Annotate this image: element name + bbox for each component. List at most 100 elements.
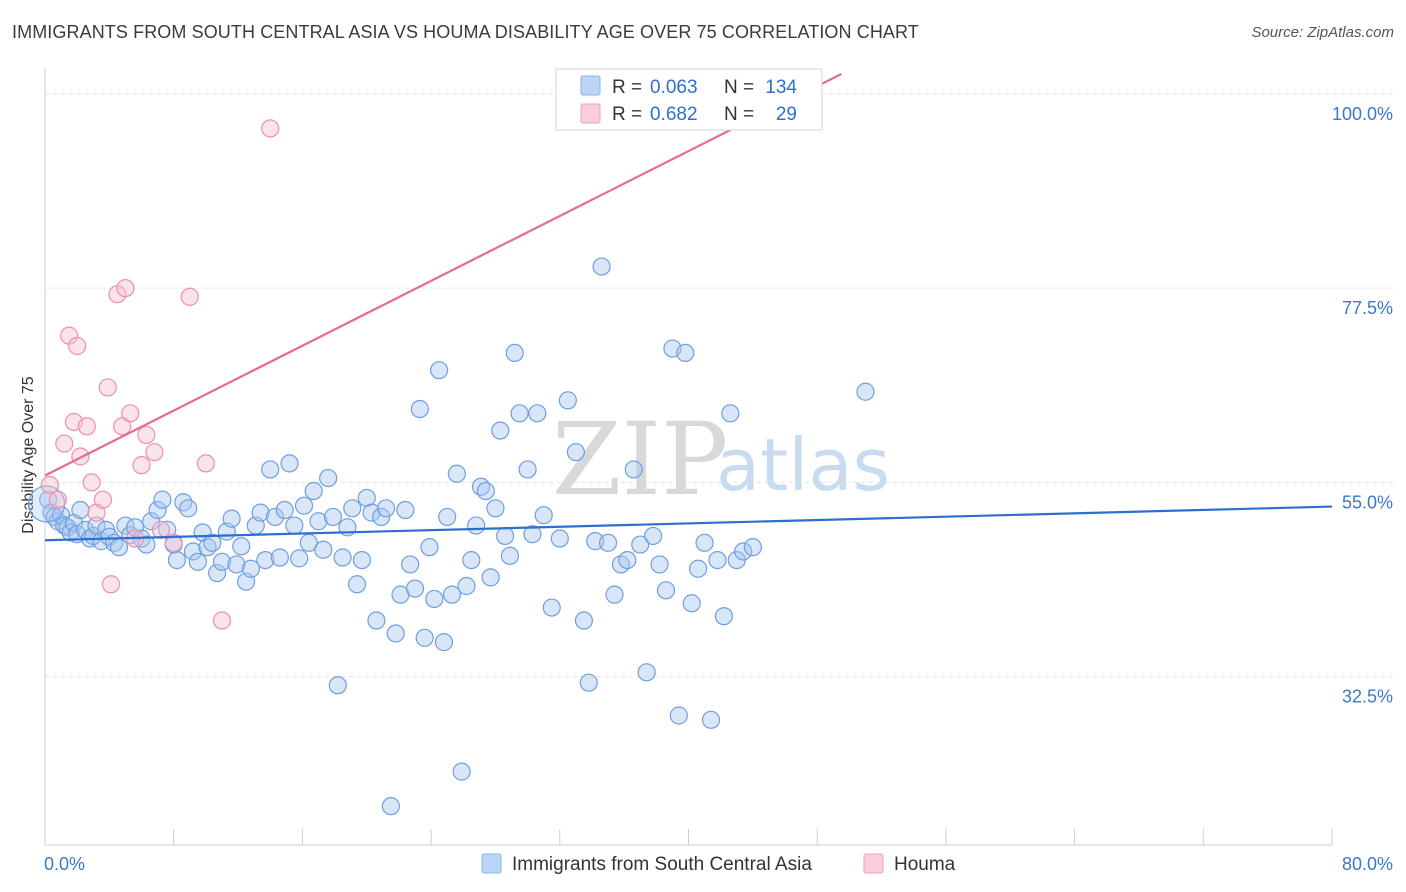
bottom-legend-swatch-blue bbox=[481, 853, 502, 874]
y-tick-labels: 32.5% 55.0% 77.5% 100.0% bbox=[1332, 104, 1393, 707]
data-point bbox=[396, 500, 415, 520]
data-point bbox=[93, 490, 113, 509]
data-point bbox=[48, 490, 67, 509]
watermark-atlas: atlas bbox=[716, 423, 890, 507]
data-point bbox=[467, 516, 486, 535]
data-point bbox=[410, 399, 429, 419]
data-point bbox=[280, 454, 299, 473]
data-point bbox=[743, 538, 762, 557]
data-point bbox=[137, 425, 156, 445]
source-credit: Source: ZipAtlas.com bbox=[1251, 24, 1394, 41]
data-point bbox=[328, 676, 347, 695]
legend-r-value-1: 0.063 bbox=[650, 77, 698, 98]
data-point bbox=[579, 673, 598, 692]
legend-r-label-1: R = bbox=[612, 77, 642, 98]
data-point bbox=[689, 559, 708, 578]
data-point bbox=[598, 533, 618, 552]
legend-n-value-2: 29 bbox=[776, 104, 797, 125]
data-point bbox=[566, 443, 585, 462]
data-point bbox=[323, 507, 343, 527]
y-tick-label: 55.0% bbox=[1342, 492, 1393, 512]
data-point bbox=[82, 473, 101, 492]
bottom-legend-label-blue: Immigrants from South Central Asia bbox=[512, 854, 812, 875]
data-point bbox=[294, 496, 314, 515]
data-point bbox=[381, 797, 400, 816]
data-point bbox=[55, 434, 74, 453]
y-tick-label: 100.0% bbox=[1332, 104, 1393, 124]
legend-n-value-1: 134 bbox=[765, 77, 797, 98]
data-point bbox=[137, 535, 156, 554]
data-point bbox=[523, 525, 542, 544]
data-point bbox=[618, 550, 637, 570]
data-point bbox=[309, 512, 328, 531]
data-point bbox=[148, 500, 167, 520]
y-axis-label: Disability Age Over 75 bbox=[20, 376, 37, 534]
data-point bbox=[481, 568, 500, 587]
data-point bbox=[415, 628, 434, 647]
data-point bbox=[708, 550, 727, 570]
y-tick-label: 32.5% bbox=[1342, 687, 1393, 707]
data-point bbox=[518, 460, 537, 479]
data-point bbox=[669, 706, 688, 725]
x-axis-ticks bbox=[44, 829, 1333, 845]
data-point bbox=[98, 378, 117, 397]
data-point bbox=[212, 611, 232, 630]
data-point bbox=[179, 499, 198, 518]
legend-n-label-2: N = bbox=[724, 104, 754, 125]
data-point bbox=[251, 503, 270, 522]
data-point bbox=[605, 585, 624, 604]
data-point bbox=[542, 598, 561, 617]
data-point bbox=[401, 555, 420, 574]
data-point bbox=[261, 460, 280, 479]
legend-swatch-pink bbox=[580, 103, 601, 124]
grid-lines bbox=[45, 93, 1393, 678]
data-point bbox=[68, 336, 87, 356]
data-point bbox=[656, 581, 676, 600]
data-point bbox=[319, 468, 338, 488]
data-point bbox=[682, 594, 701, 613]
data-point bbox=[558, 391, 577, 410]
data-point bbox=[714, 607, 733, 626]
data-point bbox=[290, 549, 309, 568]
data-point bbox=[352, 550, 372, 570]
data-point bbox=[304, 481, 323, 501]
data-point bbox=[650, 555, 669, 574]
data-point bbox=[496, 526, 515, 546]
data-point bbox=[574, 611, 594, 630]
data-point bbox=[343, 499, 362, 518]
bottom-legend-swatch-pink bbox=[863, 853, 884, 874]
data-point bbox=[167, 550, 187, 570]
data-point bbox=[462, 550, 481, 570]
data-point bbox=[701, 710, 721, 729]
data-point bbox=[183, 542, 203, 561]
data-point bbox=[367, 611, 386, 630]
data-point bbox=[347, 575, 367, 594]
data-point bbox=[372, 507, 391, 527]
data-point bbox=[40, 475, 59, 495]
data-point bbox=[153, 490, 172, 509]
data-point bbox=[261, 119, 280, 138]
trend-lines bbox=[44, 73, 1333, 542]
data-point bbox=[695, 533, 714, 552]
data-point bbox=[376, 499, 396, 518]
x-tick-max: 80.0% bbox=[1342, 854, 1393, 874]
y-tick-label: 77.5% bbox=[1342, 298, 1393, 318]
data-point bbox=[592, 257, 611, 276]
data-point bbox=[285, 516, 304, 535]
data-point bbox=[442, 585, 462, 604]
data-point bbox=[644, 526, 663, 546]
data-point bbox=[447, 464, 466, 483]
data-point bbox=[265, 507, 285, 527]
data-point bbox=[420, 538, 439, 557]
data-point bbox=[164, 533, 183, 552]
data-point bbox=[457, 576, 476, 596]
legend-n-label-1: N = bbox=[724, 77, 754, 98]
data-point bbox=[113, 417, 132, 436]
data-point bbox=[227, 555, 246, 574]
data-point bbox=[386, 624, 405, 643]
data-point bbox=[71, 500, 90, 520]
data-point bbox=[196, 454, 215, 473]
data-point bbox=[528, 404, 547, 423]
data-point bbox=[624, 460, 643, 479]
